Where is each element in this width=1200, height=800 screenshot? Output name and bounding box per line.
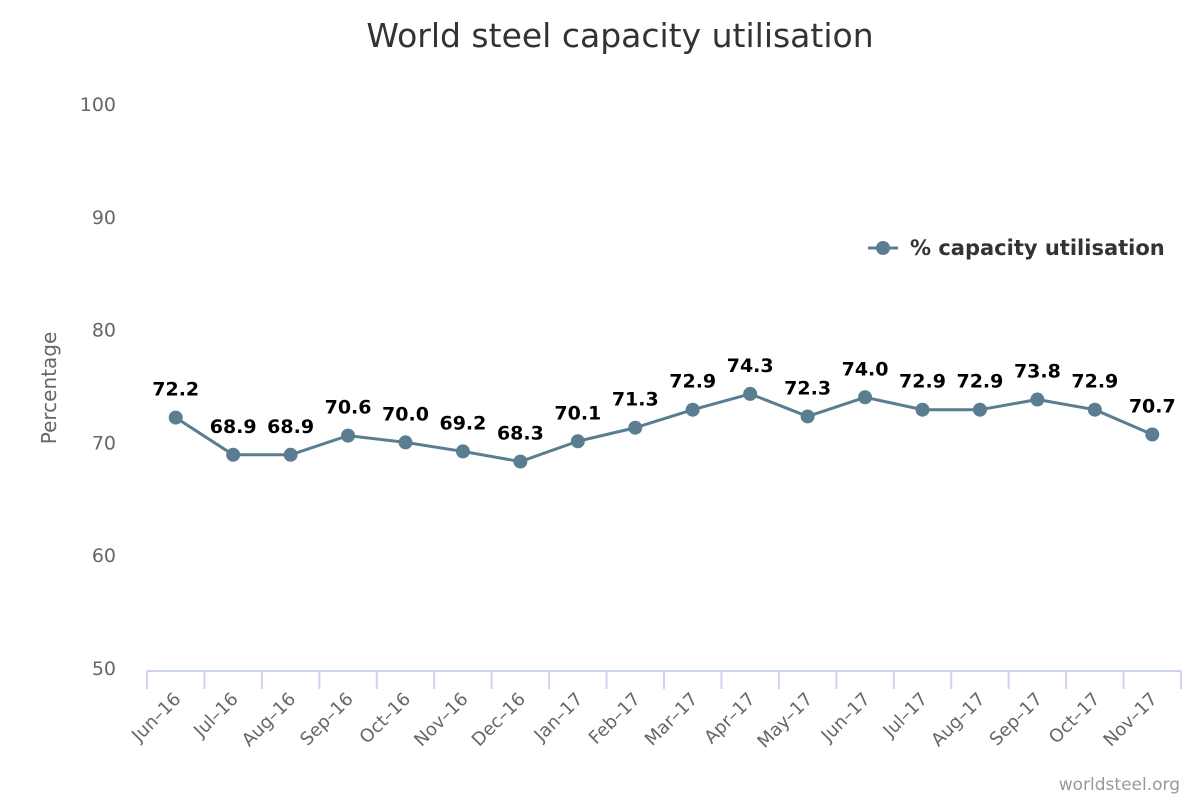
data-label: 72.2 <box>152 379 199 401</box>
data-label: 70.0 <box>382 403 429 425</box>
x-tick-label: Aug–16 <box>238 689 300 751</box>
chart-title: World steel capacity utilisation <box>366 16 873 55</box>
data-label: 72.9 <box>899 371 946 393</box>
credit-link[interactable]: worldsteel.org <box>1059 775 1180 795</box>
legend-marker-icon <box>876 241 890 255</box>
y-tick-label: 50 <box>92 658 116 680</box>
x-tick-label: Feb–17 <box>585 689 645 749</box>
x-tick-label: Jun–16 <box>127 689 185 747</box>
data-point[interactable] <box>513 454 528 469</box>
x-tick-label: Aug–17 <box>927 689 989 751</box>
data-point[interactable] <box>743 386 758 401</box>
data-label: 68.9 <box>267 416 314 438</box>
data-point[interactable] <box>341 428 356 443</box>
data-label: 70.7 <box>1129 396 1176 418</box>
data-label: 70.6 <box>325 397 372 419</box>
data-point[interactable] <box>398 435 413 450</box>
data-label: 69.2 <box>439 412 486 434</box>
series-line <box>174 392 1153 464</box>
x-tick-label: Sep–17 <box>986 689 1047 750</box>
data-point[interactable] <box>455 444 470 459</box>
series-capacity-utilisation[interactable] <box>168 386 1160 469</box>
x-tick-label: Dec–16 <box>468 689 530 751</box>
data-label: 68.3 <box>497 423 544 445</box>
data-label: 72.3 <box>784 377 831 399</box>
data-label: 72.9 <box>956 371 1003 393</box>
data-label: 68.9 <box>210 416 257 438</box>
x-tick-label: Oct–16 <box>356 689 415 748</box>
data-label: 74.3 <box>727 355 774 377</box>
y-tick-label: 60 <box>92 545 116 567</box>
data-point[interactable] <box>628 420 643 435</box>
data-point[interactable] <box>1145 427 1160 442</box>
data-labels: 72.2 68.9 68.9 70.6 70.0 69.2 68.3 70.1 71.3 72.9… <box>152 355 1175 445</box>
data-point[interactable] <box>1087 402 1102 417</box>
y-tick-label: 70 <box>92 432 116 454</box>
data-label: 73.8 <box>1014 361 1061 383</box>
x-tick-label: Jul–16 <box>189 689 242 742</box>
x-tick-label: Sep–16 <box>296 689 357 750</box>
y-tick-label: 80 <box>92 320 116 342</box>
data-label: 74.0 <box>842 358 889 380</box>
legend-item-label[interactable]: % capacity utilisation <box>910 236 1165 260</box>
data-point[interactable] <box>858 390 873 405</box>
data-point[interactable] <box>283 447 298 462</box>
y-axis-label: Percentage <box>37 332 61 445</box>
data-point[interactable] <box>570 434 585 449</box>
data-point[interactable] <box>685 402 700 417</box>
data-point[interactable] <box>800 409 815 424</box>
data-label: 72.9 <box>669 371 716 393</box>
x-tick-label: Jun–17 <box>817 689 875 747</box>
x-tick-label: Apr–17 <box>700 689 759 748</box>
x-tick-label: Jul–17 <box>879 689 932 742</box>
data-label: 70.1 <box>554 402 601 424</box>
data-point[interactable] <box>168 410 183 425</box>
legend[interactable]: % capacity utilisation <box>868 236 1165 260</box>
data-label: 72.9 <box>1071 371 1118 393</box>
x-tick-label: May–17 <box>753 689 817 753</box>
y-tick-label: 100 <box>80 94 116 116</box>
data-point[interactable] <box>1030 392 1045 407</box>
y-tick-label: 90 <box>92 207 116 229</box>
x-tick-label: Jan–17 <box>530 689 588 747</box>
data-point[interactable] <box>226 447 241 462</box>
x-tick-label: Oct–17 <box>1045 689 1104 748</box>
data-label: 71.3 <box>612 389 659 411</box>
x-axis: Jun–16 Jul–16Aug–16Sep–16Oct–16Nov–16Dec–… <box>127 670 1182 753</box>
x-tick-label: Nov–17 <box>1100 689 1162 751</box>
data-point[interactable] <box>915 402 930 417</box>
data-point[interactable] <box>972 402 987 417</box>
y-axis: 50 60 70 80 90 100 <box>80 94 116 680</box>
x-tick-label: Nov–16 <box>410 689 472 751</box>
x-tick-label: Mar–17 <box>641 689 702 750</box>
